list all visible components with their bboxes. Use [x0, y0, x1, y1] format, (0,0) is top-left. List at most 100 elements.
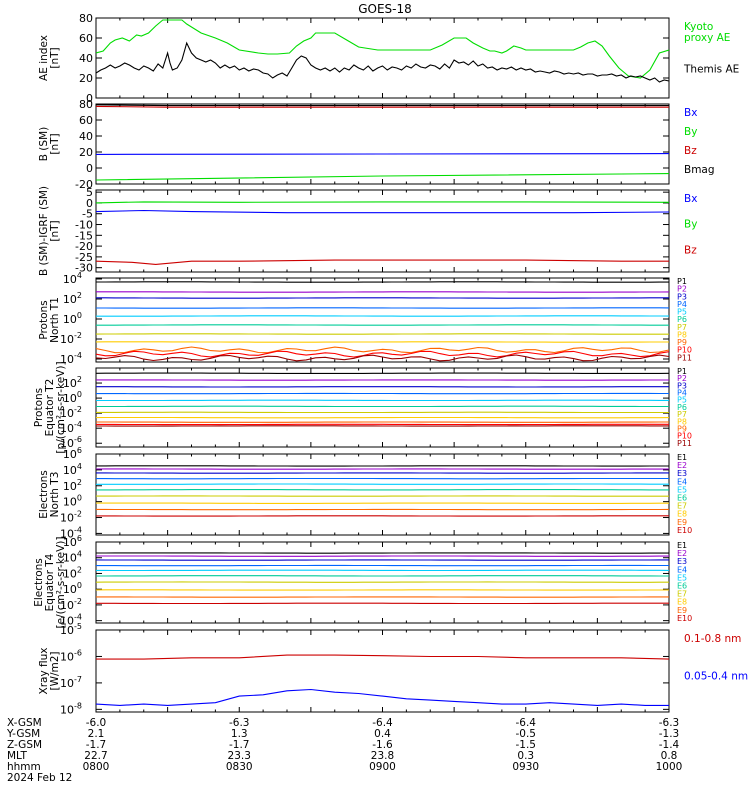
x-tick-label: 1000	[656, 761, 683, 773]
x-tick-label: -1.7	[86, 739, 107, 751]
legend-entry: E4	[677, 565, 687, 574]
y-axis-label: North T1	[49, 297, 61, 343]
y-axis-label: Electrons	[33, 558, 45, 607]
series-group	[96, 372, 669, 427]
series-line-P11	[96, 354, 669, 362]
y-axis-label: Equator T2	[44, 379, 56, 437]
series-line-Bx	[96, 209, 669, 214]
series-line-Bz	[96, 259, 669, 265]
x-tick-label: 0930	[512, 761, 539, 773]
legend-entry: Bx	[684, 193, 697, 205]
legend-entry: E7	[677, 502, 687, 511]
y-axis-label: Protons	[33, 388, 45, 427]
y-tick-label: 10-5	[60, 622, 82, 637]
series-group	[96, 552, 669, 605]
y-axis-label: [p/(cm²-s-sr-keV)]	[55, 361, 67, 453]
legend-entry: Bx	[684, 107, 697, 119]
x-tick-label: -1.3	[659, 728, 680, 740]
y-tick-label: 0	[86, 92, 93, 105]
date-label: 2024 Feb 12	[7, 772, 72, 784]
legend-entry: P7	[677, 323, 687, 332]
row-label: hhmm	[7, 761, 41, 773]
legend-entry: P5	[677, 308, 687, 317]
series-line-Themis-AE	[96, 41, 669, 83]
legend-entry: Bmag	[684, 164, 715, 176]
legend-entry: P9	[677, 424, 687, 433]
y-tick-label: 0	[86, 162, 93, 175]
y-tick-label: 0	[86, 197, 93, 210]
y-axis-label: AE index	[38, 35, 50, 81]
row-label: MLT	[7, 750, 27, 762]
y-tick-label: 104	[63, 462, 82, 477]
legend-entry: P10	[677, 346, 692, 355]
row-label: X-GSM	[7, 717, 42, 729]
y-tick-label: 20	[79, 72, 93, 85]
y-tick-label: -10	[75, 219, 93, 232]
series-line-0.1-0.8-nm	[96, 654, 669, 660]
legend-entry: P2	[677, 374, 687, 383]
legend-entry: P1	[677, 277, 687, 286]
panel-bsm: -20 0 20 40 60 80 B (SM) [nT] Bx By Bz Bmag	[38, 98, 715, 191]
series-group	[96, 465, 669, 517]
legend-entry: E9	[677, 606, 687, 615]
legend-entry: Kyoto	[684, 21, 713, 33]
x-tick-label: -6.4	[516, 717, 537, 729]
x-tick-label: 0.3	[517, 750, 534, 762]
series-group	[96, 654, 669, 706]
series-line-Kyoto-proxy-AE	[96, 19, 669, 79]
y-axis-label: B (SM)	[38, 127, 50, 161]
y-tick-label: 10-2	[60, 331, 82, 346]
x-tick-label: -1.7	[229, 739, 250, 751]
y-axis-label: Xray flux	[38, 648, 50, 695]
panel-frame	[95, 629, 670, 713]
y-axis-label: Equator T4	[44, 553, 56, 611]
legend-entry: P9	[677, 338, 687, 347]
legend-entry: E4	[677, 477, 687, 486]
y-tick-label: -5	[82, 208, 93, 221]
series-group	[96, 19, 669, 83]
series-line-By	[96, 201, 669, 204]
x-tick-label: -6.4	[372, 717, 393, 729]
row-label: Y-GSM	[6, 728, 40, 740]
y-tick-label: -30	[75, 262, 93, 275]
legend-entry: P11	[677, 439, 692, 448]
y-tick-label: 40	[79, 130, 93, 143]
x-tick-label: 23.8	[371, 750, 394, 762]
legend-entry: E2	[677, 461, 687, 470]
row-label: Z-GSM	[7, 739, 42, 751]
series-line-Bx	[96, 153, 669, 155]
legend-entry: E7	[677, 590, 687, 599]
y-axis-label: B (SM)-IGRF (SM)	[38, 186, 50, 276]
legend-entry: P2	[677, 285, 687, 294]
y-tick-label: 10-7	[60, 675, 82, 690]
legend-entry: E8	[677, 510, 687, 519]
y-tick-label: -25	[75, 251, 93, 264]
legend-entry: E2	[677, 549, 687, 558]
panel-bigrf: -30-25-20-15-10-505 B (SM)-IGRF (SM) [nT] B…	[38, 186, 697, 276]
y-axis-label: Protons	[38, 300, 50, 339]
y-axis-label: [e/(cm²-s-sr-keV)]	[55, 537, 67, 629]
chart-title: GOES-18	[358, 2, 412, 16]
panel-frame	[95, 103, 670, 185]
legend-entry: P4	[677, 300, 687, 309]
legend-entry: Themis AE	[683, 63, 739, 75]
legend-entry: P7	[677, 410, 687, 419]
legend-entry: E1	[677, 453, 687, 462]
y-tick-label: 5	[86, 186, 93, 199]
y-tick-label: 100	[63, 494, 82, 509]
legend-entry: E3	[677, 557, 687, 566]
y-tick-label: 60	[79, 32, 93, 45]
x-tick-label: 0800	[83, 761, 110, 773]
x-tick-label: -1.4	[659, 739, 680, 751]
legend-entry: E9	[677, 518, 687, 527]
legend-entry: P5	[677, 396, 687, 405]
x-tick-label: -1.5	[516, 739, 537, 751]
legend-entry: P3	[677, 381, 687, 390]
y-axis-label: Electrons	[38, 470, 50, 519]
y-tick-label: 80	[79, 98, 93, 111]
legend-entry: E10	[677, 526, 692, 535]
